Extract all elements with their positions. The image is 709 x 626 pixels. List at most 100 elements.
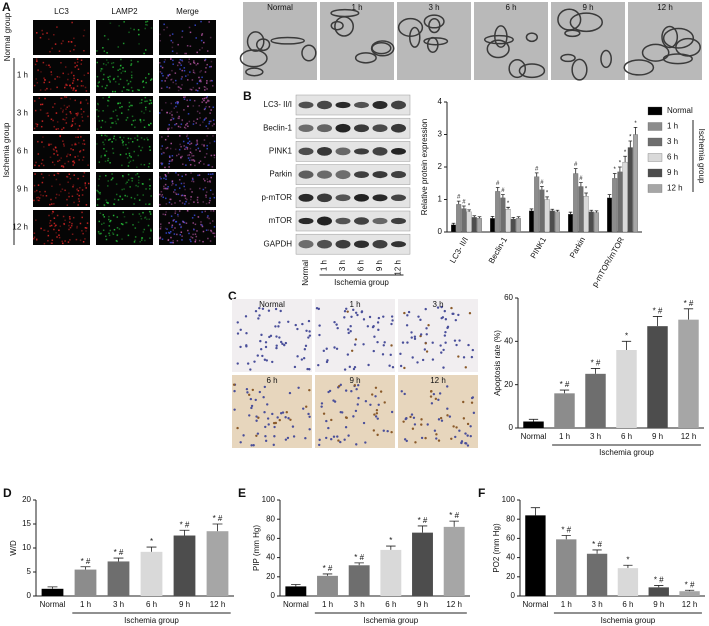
nucleus bbox=[255, 415, 258, 418]
row-label: 1 h bbox=[17, 71, 28, 80]
nucleus bbox=[336, 435, 339, 438]
signal-speck bbox=[110, 62, 113, 65]
blot-band bbox=[335, 123, 351, 133]
signal-speck bbox=[33, 184, 36, 187]
nucleus bbox=[322, 349, 326, 353]
signal-speck bbox=[72, 89, 74, 92]
panel-letter: A bbox=[2, 0, 11, 14]
signal-speck bbox=[69, 50, 72, 53]
signal-speck bbox=[149, 213, 152, 215]
tem-structure bbox=[239, 49, 268, 68]
signal-speck bbox=[164, 213, 167, 216]
signal-speck bbox=[180, 231, 183, 233]
signal-speck bbox=[119, 195, 121, 197]
nucleus bbox=[464, 442, 467, 445]
signal-speck bbox=[43, 81, 45, 84]
error-bar bbox=[462, 205, 466, 209]
bar bbox=[555, 211, 560, 233]
signal-speck bbox=[34, 173, 36, 175]
signal-speck bbox=[202, 201, 205, 203]
ihc-image bbox=[398, 375, 478, 448]
nucleus bbox=[390, 322, 393, 326]
signal-speck bbox=[171, 158, 174, 161]
signal-speck bbox=[76, 58, 79, 60]
signal-speck bbox=[181, 155, 183, 158]
signal-speck bbox=[86, 222, 89, 224]
nucleus bbox=[277, 325, 280, 328]
signal-speck bbox=[37, 140, 39, 143]
signal-speck bbox=[34, 63, 37, 66]
signal-speck bbox=[73, 87, 75, 89]
nucleus bbox=[271, 360, 274, 364]
nucleus bbox=[262, 396, 265, 399]
tem-image bbox=[551, 2, 625, 80]
dapi-speck bbox=[207, 173, 210, 175]
signal-speck bbox=[36, 60, 38, 63]
signal-speck bbox=[170, 102, 173, 105]
signal-speck bbox=[37, 196, 39, 199]
signal-speck bbox=[111, 90, 114, 93]
signal-speck bbox=[147, 139, 149, 141]
signal-speck bbox=[164, 173, 167, 176]
signal-speck bbox=[126, 181, 128, 184]
signal-speck bbox=[103, 147, 105, 150]
signal-speck bbox=[62, 143, 65, 145]
signal-speck bbox=[203, 108, 206, 111]
signal-speck bbox=[208, 201, 211, 204]
signal-speck bbox=[138, 213, 141, 215]
signal-speck bbox=[181, 69, 183, 72]
nucleus bbox=[452, 425, 455, 428]
nucleus bbox=[318, 333, 321, 337]
signal-speck bbox=[197, 62, 199, 65]
nucleus bbox=[454, 435, 457, 439]
signal-speck bbox=[166, 26, 168, 29]
signal-speck bbox=[196, 110, 199, 113]
dapi-speck bbox=[161, 163, 163, 166]
nucleus bbox=[458, 339, 461, 342]
y-tick-label: 0 bbox=[509, 423, 514, 432]
signal-speck bbox=[134, 236, 137, 238]
signal-speck bbox=[107, 202, 109, 204]
dapi-speck bbox=[211, 80, 213, 82]
signal-speck bbox=[168, 166, 170, 168]
signal-speck bbox=[55, 193, 58, 196]
x-tick-label: 6 h bbox=[622, 600, 633, 609]
signal-speck bbox=[87, 164, 89, 166]
signal-speck bbox=[198, 239, 201, 242]
signal-speck bbox=[130, 74, 133, 77]
signal-speck bbox=[176, 52, 178, 55]
signal-speck bbox=[140, 218, 143, 220]
signal-speck bbox=[164, 138, 167, 141]
nucleus bbox=[424, 436, 427, 440]
signal-speck bbox=[97, 190, 99, 193]
signal-speck bbox=[130, 76, 133, 79]
column-header: Merge bbox=[176, 7, 199, 16]
signal-speck bbox=[36, 196, 38, 199]
dapi-speck bbox=[179, 223, 181, 226]
signal-speck bbox=[58, 194, 60, 196]
signal-speck bbox=[148, 203, 150, 206]
x-tick-label: 9 h bbox=[653, 600, 664, 609]
signal-speck bbox=[181, 60, 184, 63]
signal-speck bbox=[82, 149, 85, 151]
error-bar bbox=[584, 192, 588, 197]
signal-speck bbox=[188, 154, 191, 156]
nucleus bbox=[278, 321, 281, 324]
nucleus bbox=[239, 441, 242, 444]
signal-speck bbox=[66, 198, 68, 201]
signal-speck bbox=[59, 135, 62, 138]
signal-speck bbox=[131, 115, 134, 118]
error-bar bbox=[592, 549, 602, 554]
signal-speck bbox=[63, 104, 66, 107]
signal-speck bbox=[111, 177, 114, 179]
signal-speck bbox=[78, 200, 81, 203]
signal-speck bbox=[83, 29, 86, 32]
signal-speck bbox=[134, 137, 136, 139]
signal-speck bbox=[193, 60, 195, 62]
signal-speck bbox=[196, 196, 199, 199]
signal-speck bbox=[144, 217, 146, 219]
signal-speck bbox=[186, 146, 189, 149]
signal-speck bbox=[80, 136, 82, 138]
signal-speck bbox=[79, 151, 81, 153]
